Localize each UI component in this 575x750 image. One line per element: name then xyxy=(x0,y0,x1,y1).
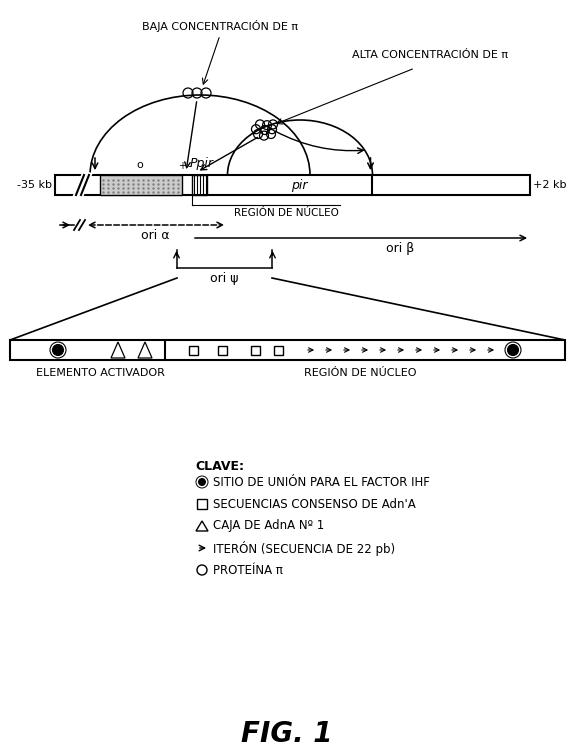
Text: ELEMENTO ACTIVADOR: ELEMENTO ACTIVADOR xyxy=(36,368,164,378)
Bar xyxy=(192,175,207,195)
Bar xyxy=(100,175,182,195)
Text: PROTEÍNA π: PROTEÍNA π xyxy=(213,563,283,577)
Text: -: - xyxy=(187,161,191,171)
Bar xyxy=(251,346,259,355)
Text: ori ψ: ori ψ xyxy=(210,272,239,285)
Text: +: + xyxy=(178,161,186,171)
Text: o: o xyxy=(137,160,143,170)
Text: +2 kb: +2 kb xyxy=(533,180,566,190)
Text: Ppir: Ppir xyxy=(190,157,213,170)
Text: BAJA CONCENTRACIÓN DE π: BAJA CONCENTRACIÓN DE π xyxy=(142,20,298,32)
Text: CAJA DE AdnA Nº 1: CAJA DE AdnA Nº 1 xyxy=(213,520,324,532)
Text: SITIO DE UNIÓN PARA EL FACTOR IHF: SITIO DE UNIÓN PARA EL FACTOR IHF xyxy=(213,476,430,488)
Bar xyxy=(10,340,565,360)
Text: FIG. 1: FIG. 1 xyxy=(242,720,333,748)
Text: pir: pir xyxy=(292,178,308,191)
Circle shape xyxy=(52,344,63,355)
Text: ori β: ori β xyxy=(386,242,414,255)
Text: REGIÓN DE NÚCLEO: REGIÓN DE NÚCLEO xyxy=(233,208,339,218)
Text: CLAVE:: CLAVE: xyxy=(195,460,244,473)
Bar xyxy=(217,346,227,355)
Text: ALTA CONCENTRACIÓN DE π: ALTA CONCENTRACIÓN DE π xyxy=(352,50,508,60)
Circle shape xyxy=(508,344,519,355)
Text: SECUENCIAS CONSENSO DE Adn'A: SECUENCIAS CONSENSO DE Adn'A xyxy=(213,497,416,511)
Circle shape xyxy=(198,478,206,486)
Text: ITERÓN (SECUENCIA DE 22 pb): ITERÓN (SECUENCIA DE 22 pb) xyxy=(213,541,395,556)
Text: -35 kb: -35 kb xyxy=(17,180,52,190)
Bar xyxy=(274,346,282,355)
Bar xyxy=(189,346,197,355)
Text: REGIÓN DE NÚCLEO: REGIÓN DE NÚCLEO xyxy=(304,368,416,378)
Bar xyxy=(55,175,530,195)
Bar xyxy=(197,499,207,509)
Text: ori α: ori α xyxy=(141,229,169,242)
